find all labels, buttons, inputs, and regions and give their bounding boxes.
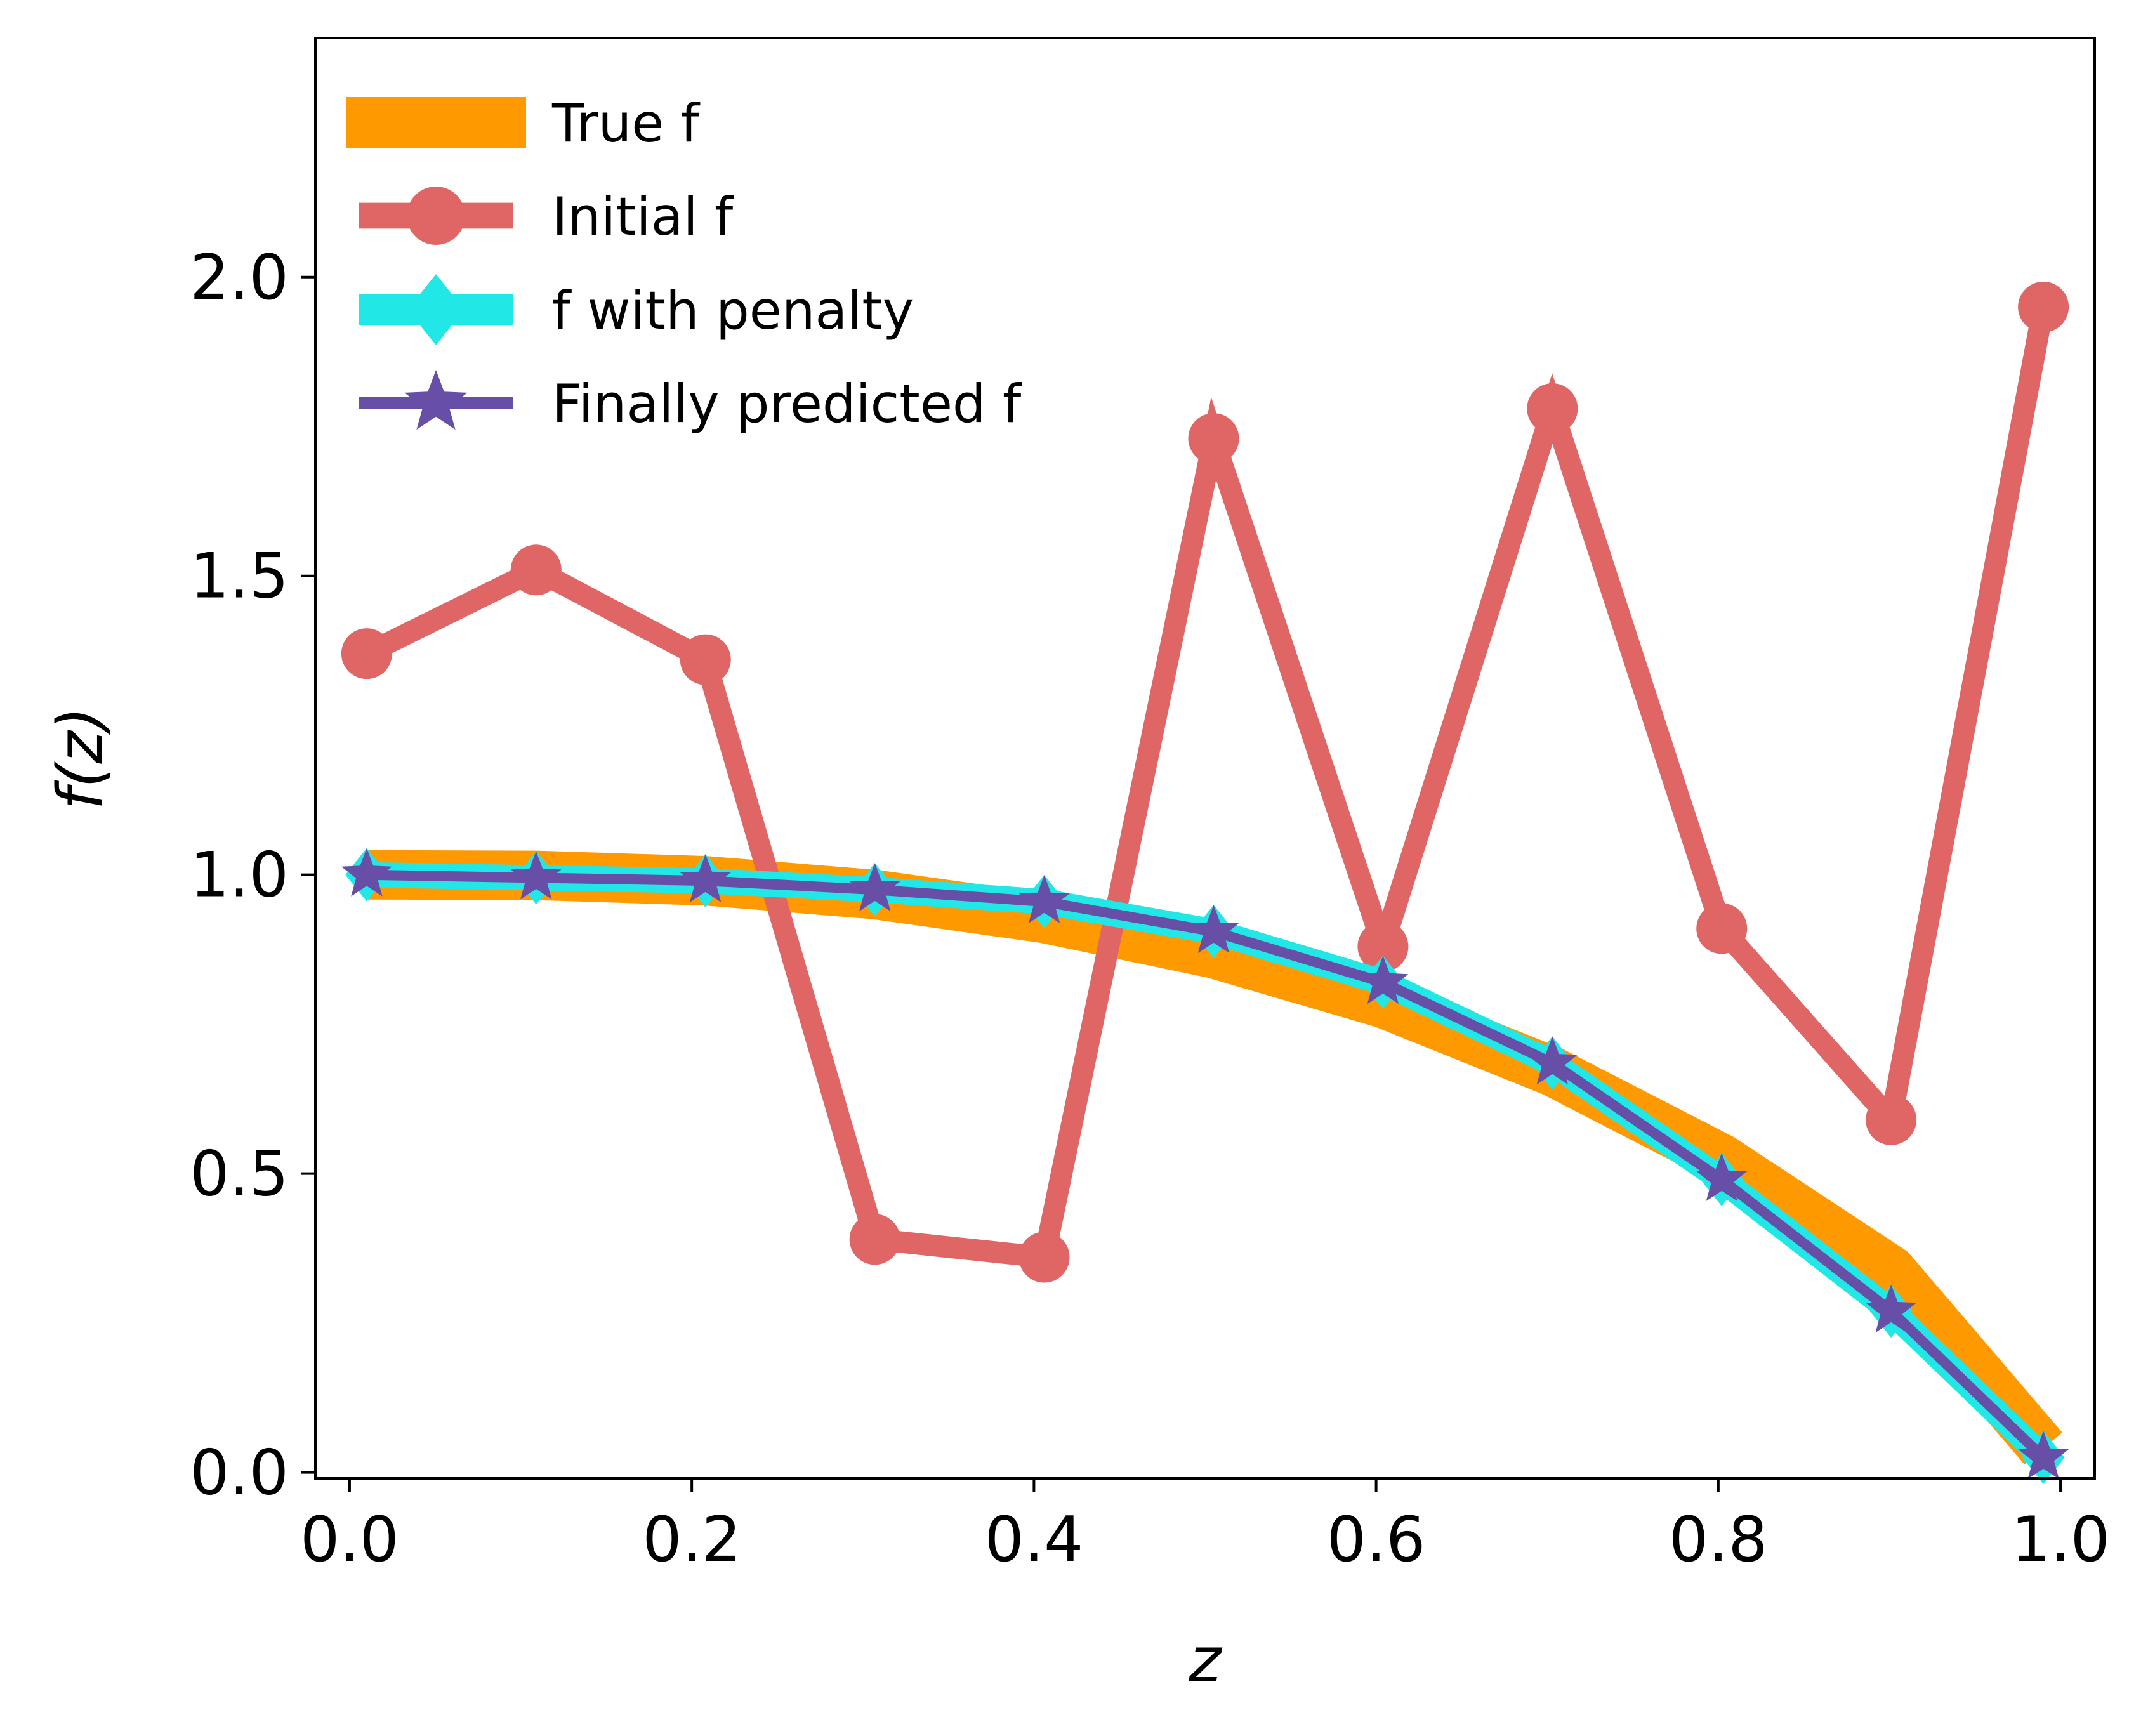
data-point xyxy=(510,851,562,900)
data-point xyxy=(1527,1036,1578,1085)
y-axis-label: f(z) xyxy=(44,707,117,810)
x-tick-label: 1.0 xyxy=(2011,1504,2110,1576)
x-tick-label: 0.6 xyxy=(1327,1504,1426,1576)
data-point xyxy=(2018,1431,2069,1479)
legend-entry-2: f with penalty xyxy=(359,274,914,345)
data-point xyxy=(1527,383,1578,434)
legend-marker xyxy=(407,187,465,245)
y-tick-label: 1.0 xyxy=(190,839,289,912)
axes-layer: 0.0 0.2 0.4 0.6 0.8 1.0 0.0 0.5 1.0 1.5 2.0 xyxy=(190,242,2110,1576)
legend-marker xyxy=(404,370,468,430)
data-point xyxy=(1866,1284,1917,1333)
legend: True f Initial f f with penalty Finally pre… xyxy=(346,93,1022,435)
data-point xyxy=(849,863,900,912)
data-point xyxy=(680,634,731,685)
y-tick-label: 2.0 xyxy=(190,242,289,314)
legend-entry-0: True f xyxy=(346,93,701,154)
data-point xyxy=(341,628,392,680)
data-point xyxy=(1866,1094,1917,1145)
legend-swatch xyxy=(346,97,526,148)
x-tick-label: 0.4 xyxy=(984,1504,1083,1576)
data-point xyxy=(2018,281,2069,332)
data-point xyxy=(680,854,731,903)
x-tick-label: 0.0 xyxy=(300,1504,399,1576)
y-tick-label: 1.5 xyxy=(190,541,289,613)
x-axis-label: z xyxy=(1188,1624,1223,1697)
legend-entry-3: Finally predicted f xyxy=(359,370,1022,435)
x-tick-label: 0.8 xyxy=(1669,1504,1768,1576)
data-point xyxy=(341,848,392,897)
data-point xyxy=(1188,413,1239,464)
data-point xyxy=(1018,1232,1070,1283)
series-1 xyxy=(341,281,2069,1283)
plot-frame xyxy=(314,37,2096,1480)
data-point xyxy=(1696,903,1748,954)
data-point xyxy=(1188,905,1239,954)
data-point xyxy=(1018,875,1070,923)
x-tick-label: 0.2 xyxy=(642,1504,741,1576)
series-3 xyxy=(341,848,2069,1479)
legend-label: f with penalty xyxy=(552,280,914,341)
legend-label: Finally predicted f xyxy=(552,373,1022,435)
data-point xyxy=(1357,956,1409,1004)
data-point xyxy=(1696,1153,1748,1201)
series-layer xyxy=(341,281,2069,1485)
data-point xyxy=(1357,921,1409,972)
legend-entry-1: Initial f xyxy=(359,186,734,247)
y-tick-label: 0.5 xyxy=(190,1138,289,1211)
data-point xyxy=(849,1214,900,1265)
y-tick-label: 0.0 xyxy=(190,1437,289,1509)
legend-marker xyxy=(407,274,465,345)
data-point xyxy=(510,544,562,596)
legend-label: Initial f xyxy=(552,186,734,247)
legend-label: True f xyxy=(551,93,701,154)
